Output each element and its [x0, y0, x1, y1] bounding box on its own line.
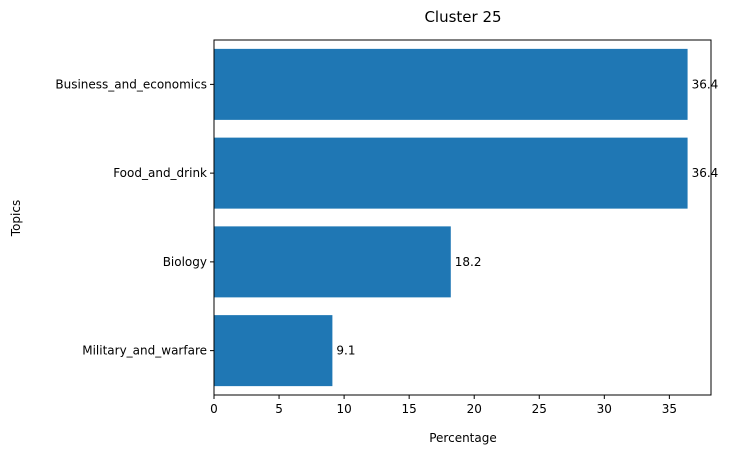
bar: [214, 48, 688, 120]
x-tick-label: 15: [402, 402, 417, 416]
x-axis-label: Percentage: [429, 431, 497, 445]
x-ticks: 0 5 10 15 20 25 30 35: [210, 395, 677, 416]
bar: [214, 226, 451, 298]
y-axis-label: Topics: [9, 200, 23, 237]
plot-frame: [213, 39, 712, 396]
y-tick-label: Biology: [163, 255, 207, 269]
chart-title: Cluster 25: [424, 8, 501, 26]
bar-value-label: 36.4: [692, 77, 719, 91]
bar: [214, 137, 688, 209]
x-tick-label: 30: [597, 402, 612, 416]
y-tick-label: Business_and_economics: [55, 77, 207, 91]
x-tick-label: 0: [210, 402, 218, 416]
y-tick-label: Food_and_drink: [113, 166, 207, 180]
bar-value-label: 36.4: [692, 166, 719, 180]
x-tick-label: 5: [275, 402, 283, 416]
bar: [214, 315, 333, 387]
data-labels: 36.4 36.4 18.2 9.1: [336, 77, 718, 357]
x-tick-label: 35: [662, 402, 677, 416]
y-ticks: Business_and_economics Food_and_drink Biol…: [55, 77, 214, 358]
x-tick-label: 25: [532, 402, 547, 416]
bar-value-label: 9.1: [336, 344, 355, 358]
bars-layer: [214, 48, 688, 387]
x-tick-label: 20: [467, 402, 482, 416]
y-tick-label: Military_and_warfare: [82, 344, 207, 358]
bar-value-label: 18.2: [455, 255, 482, 269]
x-tick-label: 10: [336, 402, 351, 416]
